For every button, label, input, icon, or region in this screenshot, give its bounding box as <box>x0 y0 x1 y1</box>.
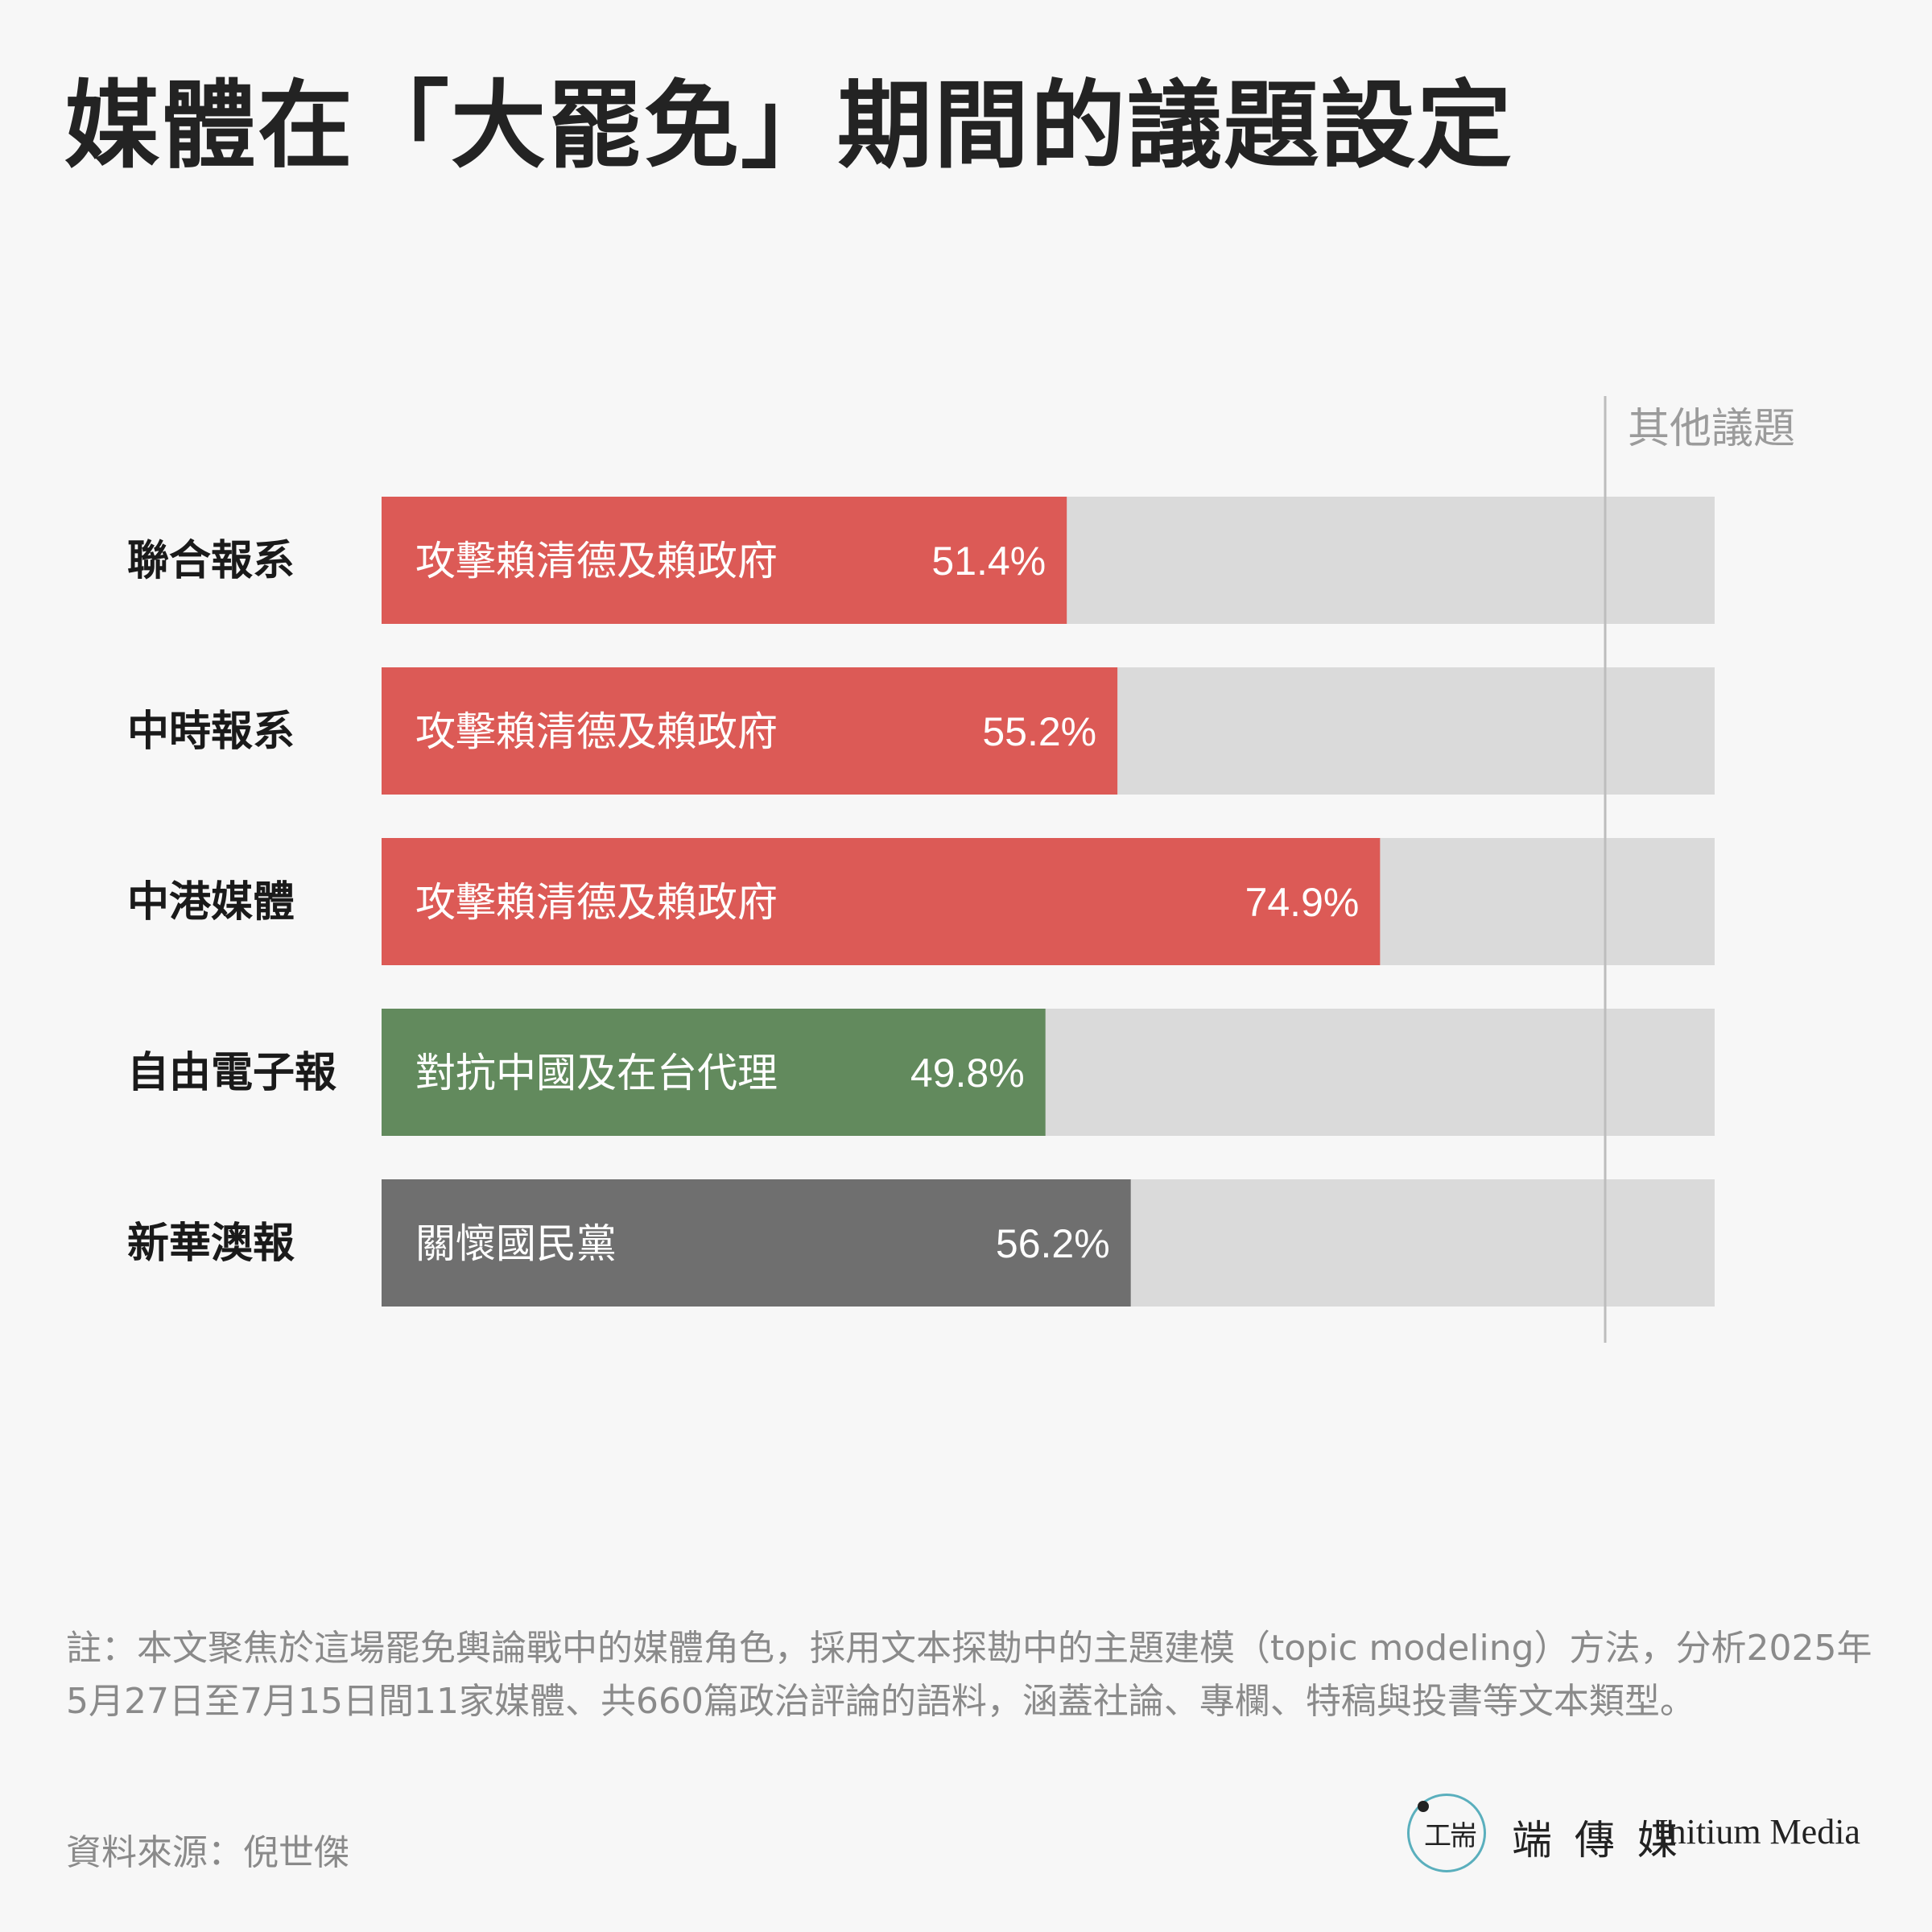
value-label: 56.2% <box>996 1221 1110 1266</box>
category-label: 中時報系 <box>127 708 295 756</box>
initium-logo-icon: 工耑 <box>1407 1794 1486 1872</box>
footnote: 註：本文聚焦於這場罷免輿論戰中的媒體角色，採用文本探勘中的主題建模（topic … <box>66 1628 1872 1722</box>
category-label: 中港媒體 <box>127 878 295 927</box>
value-label: 49.8% <box>910 1051 1025 1096</box>
brand-logo: 工耑 端 傳 媒 Initium Media <box>1407 1794 1890 1874</box>
brand-glyph: 工耑 <box>1424 1820 1477 1852</box>
remainder-label: 其他議題 <box>1628 405 1795 453</box>
category-label: 自由電子報 <box>127 1049 336 1097</box>
bar-segment <box>382 1179 1131 1307</box>
source-note: 資料來源：倪世傑 <box>66 1832 349 1873</box>
topic-label: 攻擊賴清德及賴政府 <box>415 708 778 755</box>
topic-label: 攻擊賴清德及賴政府 <box>415 879 778 926</box>
value-label: 51.4% <box>931 539 1046 584</box>
bar-segment <box>382 838 1381 965</box>
bar-segment <box>382 1009 1046 1136</box>
value-label: 55.2% <box>982 709 1096 754</box>
category-label: 新華澳報 <box>127 1220 295 1268</box>
bar-segment <box>382 497 1067 624</box>
value-label: 74.9% <box>1245 880 1360 925</box>
topic-label: 攻擊賴清德及賴政府 <box>415 538 778 584</box>
page-title: 媒體在「大罷免」期間的議題設定 <box>64 70 1514 181</box>
category-label: 聯合報系 <box>127 537 295 585</box>
brand-name-cn: 端 傳 媒 <box>1512 1817 1682 1864</box>
topic-label: 關懷國民黨 <box>415 1220 617 1267</box>
brand-name-en: Initium Media <box>1657 1812 1860 1852</box>
bar-segment <box>382 667 1118 795</box>
topic-label: 對抗中國及在台代理 <box>415 1050 778 1096</box>
